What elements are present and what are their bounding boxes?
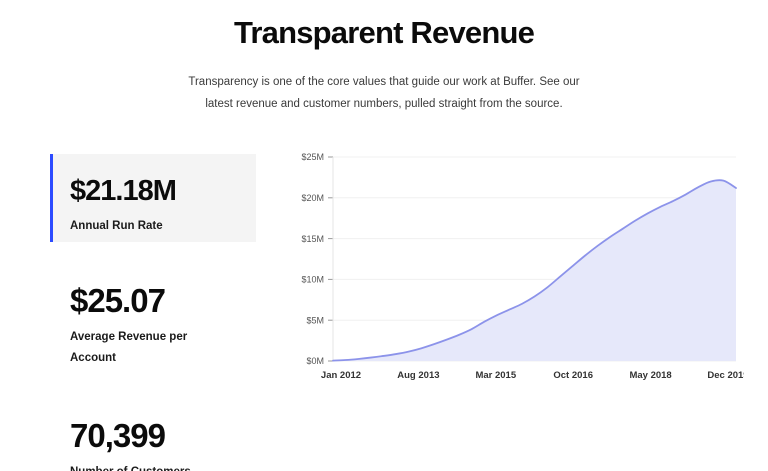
y-axis-tick-label: $10M	[301, 275, 324, 285]
y-axis-tick-label: $0M	[306, 356, 324, 366]
subtitle-line-2: latest revenue and customer numbers, pul…	[205, 98, 563, 110]
chart-y-axis-labels: $25M $20M $15M $10M $5M $0M	[301, 152, 324, 366]
x-axis-tick-label: Dec 2019	[707, 370, 744, 381]
stat-card-average-revenue-per-account: $25.07 Average Revenue per Account	[50, 266, 260, 379]
stat-label: Annual Run Rate	[70, 220, 163, 232]
stat-value: $21.18M	[70, 175, 177, 207]
chart-svg: $25M $20M $15M $10M $5M $0M Jan 2012 Aug 2013 M…	[301, 152, 744, 381]
chart-x-axis-labels: Jan 2012 Aug 2013 Mar 2015 Oct 2016 May 2018…	[321, 370, 744, 381]
y-axis-tick-label: $20M	[301, 193, 324, 203]
stat-card-number-of-customers: 70,399 Number of Customers	[50, 401, 260, 471]
subtitle-line-1: Transparency is one of the core values t…	[188, 76, 580, 88]
y-axis-tick-label: $15M	[301, 234, 324, 244]
x-axis-tick-label: May 2018	[629, 370, 671, 381]
y-axis-tick-label: $5M	[306, 315, 324, 325]
stat-label: Number of Customers	[70, 453, 220, 471]
y-axis-tick-label: $25M	[301, 152, 324, 162]
stat-card-annual-run-rate: $21.18M Annual Run Rate	[50, 154, 256, 242]
x-axis-tick-label: Jan 2012	[321, 370, 361, 381]
stats-column: $21.18M Annual Run Rate $25.07 Average R…	[50, 154, 260, 471]
chart-area-fill	[333, 180, 736, 361]
x-axis-tick-label: Oct 2016	[553, 370, 593, 381]
page-title: Transparent Revenue	[233, 15, 535, 50]
x-axis-tick-label: Mar 2015	[475, 370, 516, 381]
stat-value: 70,399	[70, 417, 166, 454]
stat-label: Average Revenue per Account	[70, 331, 188, 364]
revenue-area-chart[interactable]: $25M $20M $15M $10M $5M $0M Jan 2012 Aug 2013 M…	[288, 148, 744, 388]
stat-value: $25.07	[70, 282, 166, 319]
page-subtitle: Transparency is one of the core values t…	[184, 54, 584, 115]
page-header: Transparent Revenue Transparency is one …	[0, 0, 768, 115]
accent-bar	[50, 154, 53, 242]
x-axis-tick-label: Aug 2013	[397, 370, 439, 381]
chart-area-line	[332, 179, 737, 362]
